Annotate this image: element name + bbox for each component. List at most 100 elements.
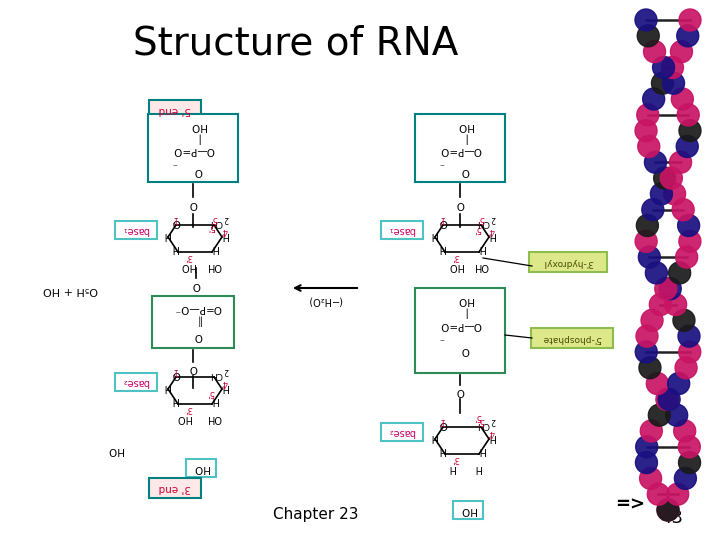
Text: |: | bbox=[463, 133, 467, 143]
Circle shape bbox=[635, 9, 657, 31]
Text: base₂: base₂ bbox=[122, 377, 150, 387]
Circle shape bbox=[678, 325, 700, 347]
FancyBboxPatch shape bbox=[415, 287, 505, 373]
FancyBboxPatch shape bbox=[149, 100, 201, 120]
Circle shape bbox=[679, 9, 701, 31]
Text: H: H bbox=[477, 243, 485, 253]
Circle shape bbox=[644, 40, 665, 63]
Text: (−H₂O): (−H₂O) bbox=[307, 295, 342, 305]
Circle shape bbox=[670, 151, 692, 173]
Text: 1': 1' bbox=[170, 213, 178, 222]
Text: H: H bbox=[477, 445, 485, 455]
FancyBboxPatch shape bbox=[531, 328, 613, 348]
Circle shape bbox=[639, 246, 660, 268]
Text: HO: HO bbox=[457, 295, 473, 305]
FancyBboxPatch shape bbox=[149, 478, 201, 498]
Text: O: O bbox=[194, 166, 202, 176]
Circle shape bbox=[673, 309, 695, 332]
Circle shape bbox=[654, 278, 677, 300]
Text: 5': 5' bbox=[477, 213, 485, 222]
Text: CH: CH bbox=[210, 218, 222, 226]
Text: H: H bbox=[210, 395, 217, 405]
Circle shape bbox=[639, 357, 661, 379]
Text: H: H bbox=[162, 230, 170, 240]
Circle shape bbox=[666, 404, 688, 426]
Text: H: H bbox=[437, 445, 445, 455]
Text: ⁻: ⁻ bbox=[172, 156, 178, 166]
Text: O: O bbox=[456, 199, 464, 209]
Text: O—P=O: O—P=O bbox=[439, 145, 481, 155]
Text: O: O bbox=[172, 369, 180, 379]
Text: 2: 2 bbox=[224, 213, 228, 222]
Text: O: O bbox=[189, 363, 197, 373]
Text: Chapter 23: Chapter 23 bbox=[274, 508, 359, 523]
Text: 5': 5' bbox=[210, 213, 217, 222]
Text: O: O bbox=[172, 217, 180, 227]
Text: H: H bbox=[487, 432, 495, 442]
Text: H: H bbox=[447, 463, 455, 473]
Text: HO: HO bbox=[460, 505, 476, 515]
Circle shape bbox=[679, 120, 701, 141]
Text: base₁: base₁ bbox=[122, 225, 150, 235]
Text: HO: HO bbox=[107, 445, 123, 455]
Text: H: H bbox=[210, 243, 217, 253]
Circle shape bbox=[635, 341, 657, 363]
Text: 4': 4' bbox=[487, 428, 495, 436]
Circle shape bbox=[644, 151, 667, 173]
Text: |: | bbox=[196, 133, 200, 143]
Text: 2: 2 bbox=[490, 213, 495, 222]
Text: 1': 1' bbox=[437, 415, 445, 424]
Text: |: | bbox=[463, 307, 467, 317]
FancyBboxPatch shape bbox=[152, 296, 234, 348]
Text: H: H bbox=[220, 382, 228, 392]
FancyBboxPatch shape bbox=[148, 114, 238, 182]
FancyBboxPatch shape bbox=[186, 459, 216, 477]
Text: O: O bbox=[456, 386, 464, 395]
Circle shape bbox=[650, 183, 672, 205]
Circle shape bbox=[636, 325, 658, 347]
Text: 2: 2 bbox=[224, 366, 228, 375]
Text: 2: 2 bbox=[490, 415, 495, 424]
Circle shape bbox=[675, 468, 696, 489]
Text: 5': 5' bbox=[474, 224, 482, 233]
Text: 1': 1' bbox=[170, 366, 178, 375]
Circle shape bbox=[636, 104, 659, 126]
Text: H: H bbox=[429, 432, 437, 442]
Text: O: O bbox=[461, 345, 469, 355]
Text: O=P—O⁻: O=P—O⁻ bbox=[174, 303, 222, 313]
Circle shape bbox=[636, 436, 657, 458]
Circle shape bbox=[672, 199, 694, 221]
FancyBboxPatch shape bbox=[453, 501, 483, 519]
Circle shape bbox=[638, 136, 660, 158]
Circle shape bbox=[674, 420, 696, 442]
Text: CH: CH bbox=[210, 369, 222, 379]
Text: 5': 5' bbox=[477, 415, 485, 424]
Text: 5' end: 5' end bbox=[159, 105, 192, 115]
Text: CH: CH bbox=[477, 218, 490, 226]
Circle shape bbox=[660, 278, 681, 300]
Text: ⁻: ⁻ bbox=[439, 156, 444, 166]
FancyBboxPatch shape bbox=[415, 114, 505, 182]
Circle shape bbox=[662, 72, 685, 94]
Text: 4': 4' bbox=[220, 226, 228, 234]
Circle shape bbox=[665, 294, 687, 315]
Circle shape bbox=[670, 40, 693, 63]
Circle shape bbox=[647, 483, 670, 505]
Circle shape bbox=[662, 56, 683, 78]
Circle shape bbox=[654, 167, 675, 189]
Text: O—P=O: O—P=O bbox=[172, 145, 214, 155]
Circle shape bbox=[678, 104, 699, 126]
Text: O: O bbox=[194, 331, 202, 341]
Circle shape bbox=[658, 388, 680, 410]
Circle shape bbox=[635, 120, 657, 141]
Circle shape bbox=[636, 451, 657, 474]
Text: 5': 5' bbox=[207, 388, 215, 396]
Circle shape bbox=[643, 88, 665, 110]
Text: =>: => bbox=[615, 496, 645, 514]
Text: 3'-hydroxyl: 3'-hydroxyl bbox=[543, 258, 593, 267]
Text: 3': 3' bbox=[451, 252, 459, 260]
Text: 3': 3' bbox=[184, 403, 192, 413]
Text: O—P=O: O—P=O bbox=[439, 320, 481, 330]
Circle shape bbox=[678, 214, 700, 237]
Circle shape bbox=[679, 341, 701, 363]
